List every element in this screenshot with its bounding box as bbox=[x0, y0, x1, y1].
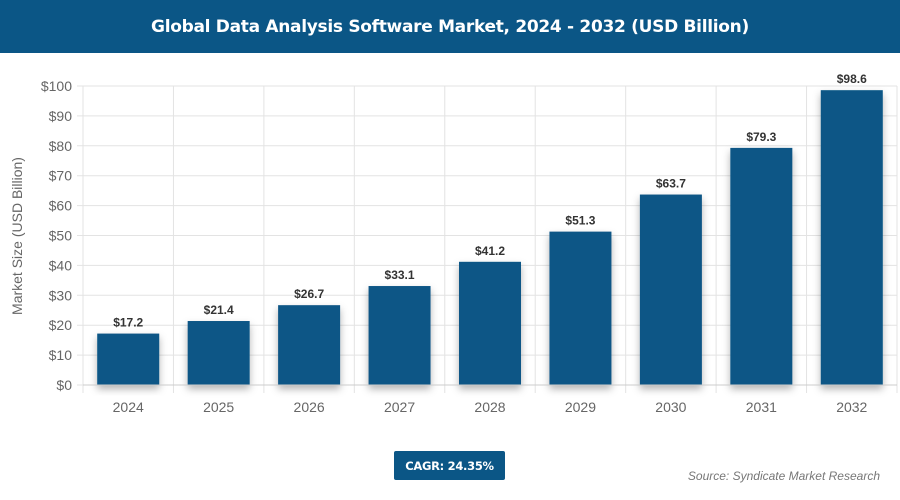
x-tick-label: 2026 bbox=[294, 399, 325, 415]
y-tick-label: $70 bbox=[49, 168, 73, 184]
x-tick-label: 2030 bbox=[655, 399, 686, 415]
y-tick-label: $40 bbox=[49, 257, 73, 273]
y-tick-label: $80 bbox=[49, 138, 73, 154]
y-tick-label: $100 bbox=[41, 78, 72, 94]
data-label: $17.2 bbox=[113, 316, 143, 330]
y-tick-label: $0 bbox=[56, 377, 72, 393]
bar-2027 bbox=[368, 286, 431, 385]
x-tick-label: 2031 bbox=[746, 399, 777, 415]
bar-2032 bbox=[820, 90, 883, 385]
cagr-badge: CAGR: 24.35% bbox=[394, 451, 505, 480]
data-label: $63.7 bbox=[656, 177, 686, 191]
bar-2029 bbox=[549, 231, 612, 385]
data-label: $21.4 bbox=[204, 303, 234, 317]
y-tick-label: $10 bbox=[49, 347, 73, 363]
y-tick-label: $90 bbox=[49, 108, 73, 124]
x-tick-label: 2029 bbox=[565, 399, 596, 415]
x-tick-label: 2024 bbox=[113, 399, 144, 415]
y-tick-label: $50 bbox=[49, 228, 73, 244]
source-note: Source: Syndicate Market Research bbox=[687, 469, 880, 483]
y-tick-label: $60 bbox=[49, 198, 73, 214]
data-label: $41.2 bbox=[475, 244, 505, 258]
bar-2030 bbox=[639, 194, 702, 385]
x-tick-label: 2028 bbox=[474, 399, 505, 415]
data-label: $26.7 bbox=[294, 287, 324, 301]
data-label: $33.1 bbox=[385, 268, 415, 282]
y-axis-label: Market Size (USD Billion) bbox=[9, 157, 25, 315]
bar-2026 bbox=[278, 305, 341, 385]
x-tick-label: 2027 bbox=[384, 399, 415, 415]
data-label: $98.6 bbox=[837, 72, 867, 86]
data-label: $51.3 bbox=[565, 214, 595, 228]
bar-2025 bbox=[187, 321, 250, 385]
y-tick-label: $30 bbox=[49, 287, 73, 303]
bar-2031 bbox=[730, 147, 793, 385]
x-tick-label: 2025 bbox=[203, 399, 234, 415]
bar-2024 bbox=[97, 333, 160, 385]
y-tick-label: $20 bbox=[49, 317, 73, 333]
x-tick-label: 2032 bbox=[836, 399, 867, 415]
data-label: $79.3 bbox=[746, 130, 776, 144]
bar-2028 bbox=[459, 261, 521, 385]
chart-title: Global Data Analysis Software Market, 20… bbox=[0, 0, 900, 53]
